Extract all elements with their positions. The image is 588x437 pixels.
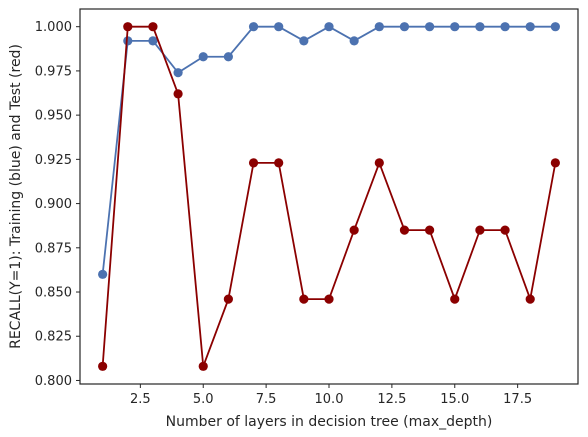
data-point <box>248 22 259 32</box>
data-point <box>324 22 334 32</box>
data-point <box>475 225 485 235</box>
y-tick-label: 0.900 <box>35 197 72 212</box>
data-point <box>450 22 460 32</box>
y-tick-label: 0.825 <box>35 330 72 345</box>
series-training <box>98 22 560 279</box>
data-point <box>324 294 334 304</box>
data-point <box>299 294 309 304</box>
x-tick-label: 17.5 <box>503 392 532 407</box>
series-line <box>101 25 556 275</box>
data-point <box>500 225 510 235</box>
data-point <box>173 68 183 78</box>
data-point <box>148 36 158 46</box>
series-line <box>101 25 557 367</box>
data-point <box>123 36 133 46</box>
x-tick-label: 12.5 <box>377 392 406 407</box>
y-tick-label: 0.925 <box>35 153 72 168</box>
data-point <box>148 22 158 32</box>
data-point <box>274 22 284 32</box>
data-point <box>500 22 510 32</box>
data-point <box>450 294 460 304</box>
data-point <box>198 52 208 62</box>
data-point <box>223 294 233 304</box>
y-tick-label: 0.875 <box>35 241 72 256</box>
x-tick-label: 7.5 <box>256 392 277 407</box>
series-test <box>98 22 560 371</box>
data-point <box>374 158 384 168</box>
plot-frame <box>79 8 579 385</box>
data-point <box>299 36 309 46</box>
data-point <box>349 36 359 46</box>
y-tick-label: 0.800 <box>35 374 72 389</box>
data-point <box>425 22 435 32</box>
data-point <box>98 361 108 371</box>
y-axis-title: RECALL(Y=1): Training (blue) and Test (r… <box>8 44 24 349</box>
data-point <box>425 225 435 235</box>
x-tick-label: 2.5 <box>130 392 151 407</box>
data-point <box>173 89 183 99</box>
y-tick-label: 0.850 <box>35 286 72 301</box>
x-axis-title: Number of layers in decision tree (max_d… <box>166 414 493 430</box>
x-axis: 2.5 5.0 7.5 10.0 12.5 15.0 17.5 <box>130 384 532 407</box>
y-tick-label: 1.000 <box>35 20 72 35</box>
y-tick-label: 0.950 <box>35 109 72 124</box>
data-point <box>399 225 410 235</box>
data-point <box>98 269 108 279</box>
data-point <box>550 158 560 168</box>
x-tick-label: 5.0 <box>193 392 214 407</box>
data-point <box>475 22 485 32</box>
data-point <box>248 158 259 168</box>
data-point <box>374 22 384 32</box>
data-point <box>399 22 410 32</box>
plot-area <box>98 22 560 371</box>
x-tick-label: 10.0 <box>315 392 344 407</box>
y-axis: 0.800 0.825 0.850 0.875 0.900 0.925 0.950 0.975… <box>35 20 80 389</box>
data-point <box>274 158 284 168</box>
data-point <box>525 294 535 304</box>
x-tick-label: 15.0 <box>440 392 469 407</box>
data-point <box>198 361 208 371</box>
y-tick-label: 0.975 <box>35 64 72 79</box>
data-point <box>223 52 233 62</box>
data-point <box>123 22 133 32</box>
data-point <box>349 225 359 235</box>
data-point <box>550 22 560 32</box>
data-point <box>525 22 535 32</box>
